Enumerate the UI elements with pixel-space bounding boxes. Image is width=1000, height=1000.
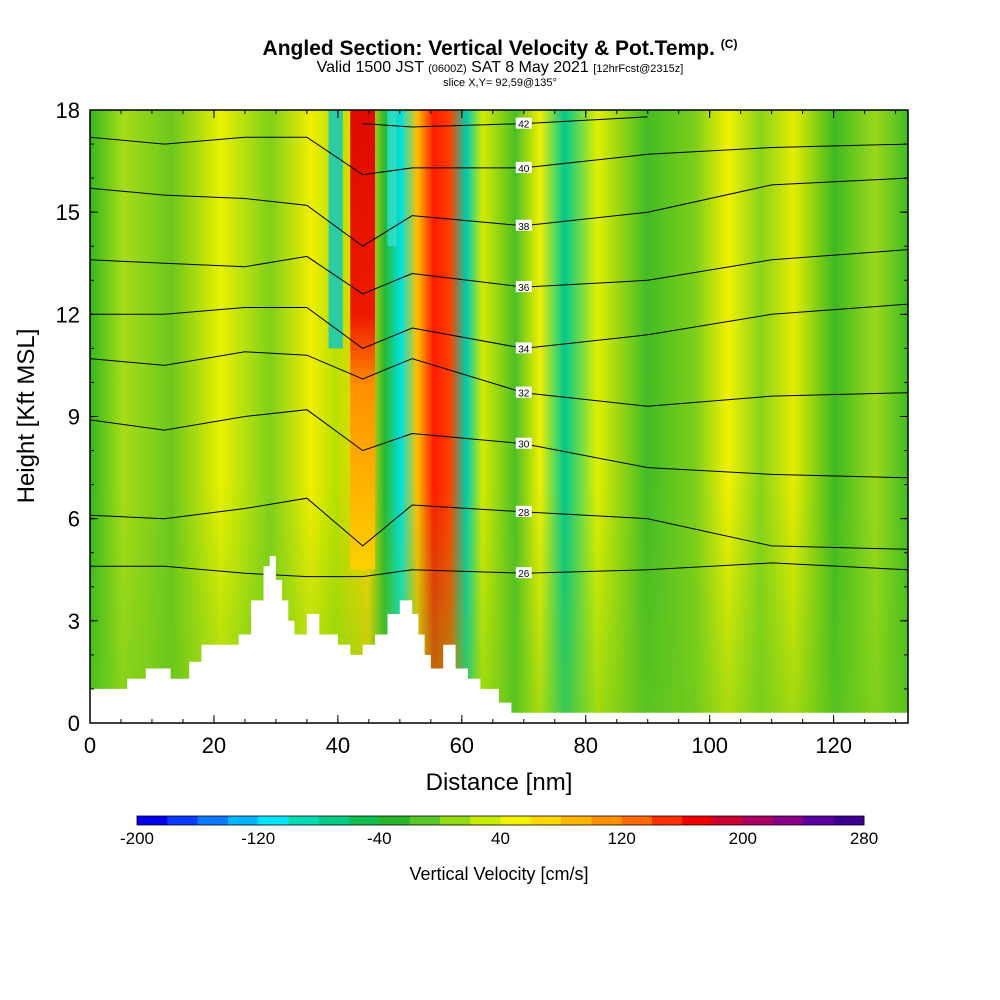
isentropes: 26 28 30 32 34 36 38 40 42 [90, 116, 908, 580]
isentrope-label-box-28 [515, 505, 532, 517]
colorbar-swatch [500, 816, 532, 825]
colorbar-label: Vertical Velocity [cm/s] [409, 864, 588, 884]
isentrope-label-box-40 [515, 161, 532, 173]
colorbar-swatch [561, 816, 592, 825]
colorbar-swatch [591, 816, 623, 825]
y-tick-label: 0 [68, 711, 80, 736]
colorbar-swatch [773, 816, 804, 825]
isentrope-26 [90, 562, 908, 578]
colorbar-swatch [742, 816, 774, 825]
y-axis-label: Height [Kft MSL] [13, 329, 40, 504]
downdraft-band-east [387, 110, 397, 247]
y-tick-label: 12 [56, 302, 80, 327]
isentrope-38 [90, 177, 908, 247]
colorbar-swatch [197, 816, 229, 825]
isentrope-label-40: 40 [518, 164, 530, 175]
colorbar-tick-label: -200 [120, 829, 154, 848]
isentrope-label-box-32 [515, 386, 532, 398]
x-tick-label: 120 [815, 733, 852, 758]
colorbar-swatch [349, 816, 380, 825]
colorbar-swatch [258, 816, 289, 825]
colorbar-frame [136, 815, 865, 826]
colorbar-swatch [167, 816, 199, 825]
downdraft-band-west [328, 110, 343, 349]
y-tick-label: 15 [56, 200, 80, 225]
isentrope-label-26: 26 [518, 569, 530, 580]
isentrope-32 [90, 351, 908, 407]
x-axis-label: Distance [nm] [426, 769, 573, 796]
chart-title: Angled Section: Vertical Velocity & Pot.… [262, 37, 738, 60]
isentrope-label-box-30 [515, 437, 532, 449]
y-tick-label: 6 [68, 507, 80, 532]
isentrope-label-36: 36 [518, 283, 530, 294]
y-tick-label: 18 [56, 98, 80, 123]
isentrope-label-box-36 [515, 281, 532, 293]
isentrope-label-42: 42 [518, 120, 530, 131]
colorbar-swatch [439, 816, 471, 825]
colorbar: -200 -120 -40 40 120 200 280 [120, 815, 878, 848]
colorbar-swatch [682, 816, 714, 825]
colorbar-tick-label: 120 [607, 829, 635, 848]
isentrope-label-box-26 [515, 567, 532, 579]
colorbar-swatch [470, 816, 501, 825]
terrain [90, 556, 908, 723]
isentrope-label-34: 34 [518, 344, 530, 355]
colorbar-tick-label: -120 [241, 829, 275, 848]
y-tick-label: 9 [68, 405, 80, 430]
colorbar-swatch [409, 816, 441, 825]
colorbar-swatch [712, 816, 744, 825]
isentrope-label-30: 30 [518, 440, 530, 451]
isentrope-28 [90, 497, 908, 550]
colorbar-tick-label: 200 [729, 829, 757, 848]
colorbar-tick-label: -40 [367, 829, 392, 848]
colorbar-swatch [530, 816, 562, 825]
x-tick-label: 0 [84, 733, 96, 758]
isentrope-label-32: 32 [518, 389, 530, 400]
colorbar-swatch [803, 816, 835, 825]
isentrope-40 [90, 136, 908, 176]
colorbar-swatch [318, 816, 350, 825]
colorbar-swatch [833, 816, 865, 825]
isentrope-label-38: 38 [518, 222, 530, 233]
colorbar-swatch [621, 816, 653, 825]
updraft-core [350, 110, 376, 570]
x-tick-label: 80 [574, 733, 598, 758]
x-tick-label: 20 [202, 733, 226, 758]
isentrope-label-28: 28 [518, 508, 530, 519]
velocity-field [90, 110, 908, 723]
terrain-mask [90, 556, 908, 723]
x-tick-label: 40 [326, 733, 350, 758]
isentrope-label-box-34 [515, 342, 532, 354]
isentrope-label-box-38 [515, 219, 532, 231]
isentrope-34 [90, 303, 908, 349]
colorbar-swatch [379, 816, 411, 825]
x-tick-label: 60 [450, 733, 474, 758]
isentrope-42 [362, 116, 648, 128]
isentrope-36 [90, 249, 908, 295]
isentrope-30 [90, 409, 908, 479]
colorbar-swatch [227, 816, 259, 825]
colorbar-swatch [137, 816, 168, 825]
colorbar-swatch [651, 816, 683, 825]
chart-subtitle: Valid 1500 JST (0600Z) SAT 8 May 2021 [1… [316, 59, 684, 76]
colorbar-tick-label: 40 [491, 829, 510, 848]
chart-slice-info: slice X,Y= 92,59@135° [443, 77, 557, 89]
x-tick-label: 100 [691, 733, 728, 758]
isentrope-label-box-42 [515, 117, 532, 129]
colorbar-swatch [288, 816, 320, 825]
colorbar-tick-label: 280 [850, 829, 878, 848]
y-tick-label: 3 [68, 609, 80, 634]
